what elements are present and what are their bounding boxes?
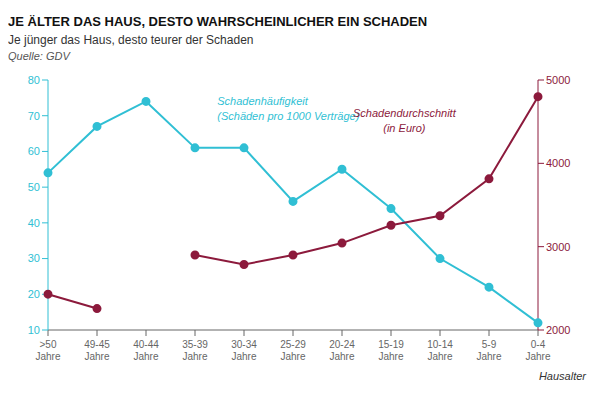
html-text:Schadenhäufigkeit (Schäden pro: Schadenhäufigkeit (Schäden pro 1000 Vert… (217, 95, 360, 122)
svg-text:3000: 3000 (546, 241, 570, 253)
svg-text:50: 50 (28, 181, 40, 193)
svg-text:49-45Jahre: 49-45Jahre (84, 339, 110, 362)
svg-text:40: 40 (28, 217, 40, 229)
html-text:Schadendurchschnitt (in Euro): Schadendurchschnitt (in Euro) (353, 107, 456, 134)
svg-text:30-34Jahre: 30-34Jahre (231, 339, 257, 362)
svg-text:20: 20 (28, 288, 40, 300)
svg-text:35-39Jahre: 35-39Jahre (182, 339, 208, 362)
svg-text:10-14Jahre: 10-14Jahre (427, 339, 453, 362)
svg-text:60: 60 (28, 145, 40, 157)
svg-text:5000: 5000 (546, 74, 570, 86)
html-text:Quelle: GDV: Quelle: GDV (8, 50, 70, 62)
html-text:Je jünger das Haus, desto teur: Je jünger das Haus, desto teurer der Sch… (8, 33, 254, 47)
svg-text:40-44Jahre: 40-44Jahre (133, 339, 159, 362)
html-text:JE ÄLTER DAS HAUS, DESTO WAHRS: JE ÄLTER DAS HAUS, DESTO WAHRSCHEINLICHE… (8, 14, 428, 29)
svg-text:10: 10 (28, 324, 40, 336)
svg-text:25-29Jahre: 25-29Jahre (280, 339, 306, 362)
svg-text:>50Jahre: >50Jahre (35, 339, 60, 362)
svg-text:20-24Jahre: 20-24Jahre (329, 339, 355, 362)
svg-text:15-19Jahre: 15-19Jahre (378, 339, 404, 362)
svg-text:30: 30 (28, 252, 40, 264)
svg-text:5-9Jahre: 5-9Jahre (476, 339, 501, 362)
svg-text:0-4Jahre: 0-4Jahre (525, 339, 550, 362)
svg-text:2000: 2000 (546, 324, 570, 336)
svg-text:70: 70 (28, 110, 40, 122)
svg-text:80: 80 (28, 74, 40, 86)
svg-text:4000: 4000 (546, 157, 570, 169)
html-text:Hausalter: Hausalter (538, 370, 586, 382)
